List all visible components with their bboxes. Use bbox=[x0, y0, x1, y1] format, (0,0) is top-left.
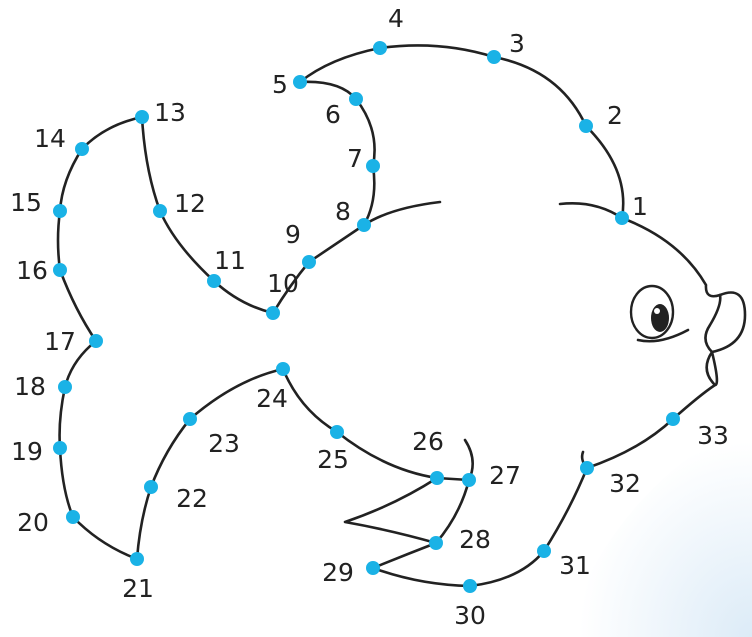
dot bbox=[366, 561, 380, 575]
dot bbox=[462, 473, 476, 487]
dot bbox=[153, 204, 167, 218]
dot bbox=[302, 255, 316, 269]
dot-number: 13 bbox=[154, 98, 186, 127]
dot bbox=[66, 510, 80, 524]
dot-number: 8 bbox=[335, 197, 351, 226]
dot-number: 31 bbox=[559, 551, 591, 580]
dot-number: 25 bbox=[317, 445, 349, 474]
dot-number: 16 bbox=[16, 256, 48, 285]
dot-number: 21 bbox=[122, 574, 154, 603]
dot-number: 28 bbox=[459, 525, 491, 554]
dot-number: 18 bbox=[14, 372, 46, 401]
dot bbox=[89, 334, 103, 348]
dot-number: 6 bbox=[325, 100, 341, 129]
dot bbox=[207, 274, 221, 288]
dot bbox=[373, 41, 387, 55]
dot bbox=[537, 544, 551, 558]
dot bbox=[429, 536, 443, 550]
dot-number: 10 bbox=[267, 269, 299, 298]
dot bbox=[53, 204, 67, 218]
dot-number: 32 bbox=[609, 469, 641, 498]
worksheet: 1234567891011121314151617181920212223242… bbox=[0, 0, 752, 637]
dot-number: 1 bbox=[632, 192, 648, 221]
dot-number: 2 bbox=[607, 101, 623, 130]
dot bbox=[183, 412, 197, 426]
dot bbox=[615, 211, 629, 225]
dot-number: 22 bbox=[176, 484, 208, 513]
dot-number: 29 bbox=[322, 558, 354, 587]
dot bbox=[130, 552, 144, 566]
dot-number: 9 bbox=[285, 220, 301, 249]
dot bbox=[357, 218, 371, 232]
dot bbox=[53, 263, 67, 277]
dot bbox=[58, 380, 72, 394]
dot-number: 12 bbox=[174, 189, 206, 218]
dot-number: 14 bbox=[34, 124, 66, 153]
dot bbox=[330, 425, 344, 439]
dot-number: 24 bbox=[256, 384, 288, 413]
dot-number: 11 bbox=[214, 246, 246, 275]
dot bbox=[135, 110, 149, 124]
dot bbox=[430, 471, 444, 485]
dot bbox=[579, 119, 593, 133]
dot-number: 7 bbox=[347, 144, 363, 173]
dot bbox=[580, 461, 594, 475]
dot-number: 3 bbox=[509, 29, 525, 58]
dot-number: 17 bbox=[44, 327, 76, 356]
dot bbox=[276, 362, 290, 376]
eye-shine bbox=[654, 308, 660, 314]
dot-number: 26 bbox=[412, 427, 444, 456]
dot-number: 15 bbox=[10, 188, 42, 217]
dot bbox=[487, 50, 501, 64]
dot bbox=[349, 92, 363, 106]
dot-number: 33 bbox=[697, 421, 729, 450]
dot bbox=[366, 159, 380, 173]
dot-number: 23 bbox=[208, 429, 240, 458]
dot-number: 20 bbox=[17, 508, 49, 537]
dot-number: 19 bbox=[11, 437, 43, 466]
dot-number: 5 bbox=[272, 70, 288, 99]
pupil bbox=[651, 304, 669, 332]
dot bbox=[666, 412, 680, 426]
dot bbox=[144, 480, 158, 494]
page: {"nodes": [ {"label": "1"}, {"label": "2… bbox=[0, 0, 752, 637]
dot bbox=[53, 441, 67, 455]
dot-number: 4 bbox=[388, 4, 404, 33]
dot bbox=[266, 306, 280, 320]
dot-number: 27 bbox=[489, 461, 521, 490]
dot-number: 30 bbox=[454, 601, 486, 630]
dot bbox=[75, 142, 89, 156]
dot bbox=[463, 579, 477, 593]
dot bbox=[293, 75, 307, 89]
